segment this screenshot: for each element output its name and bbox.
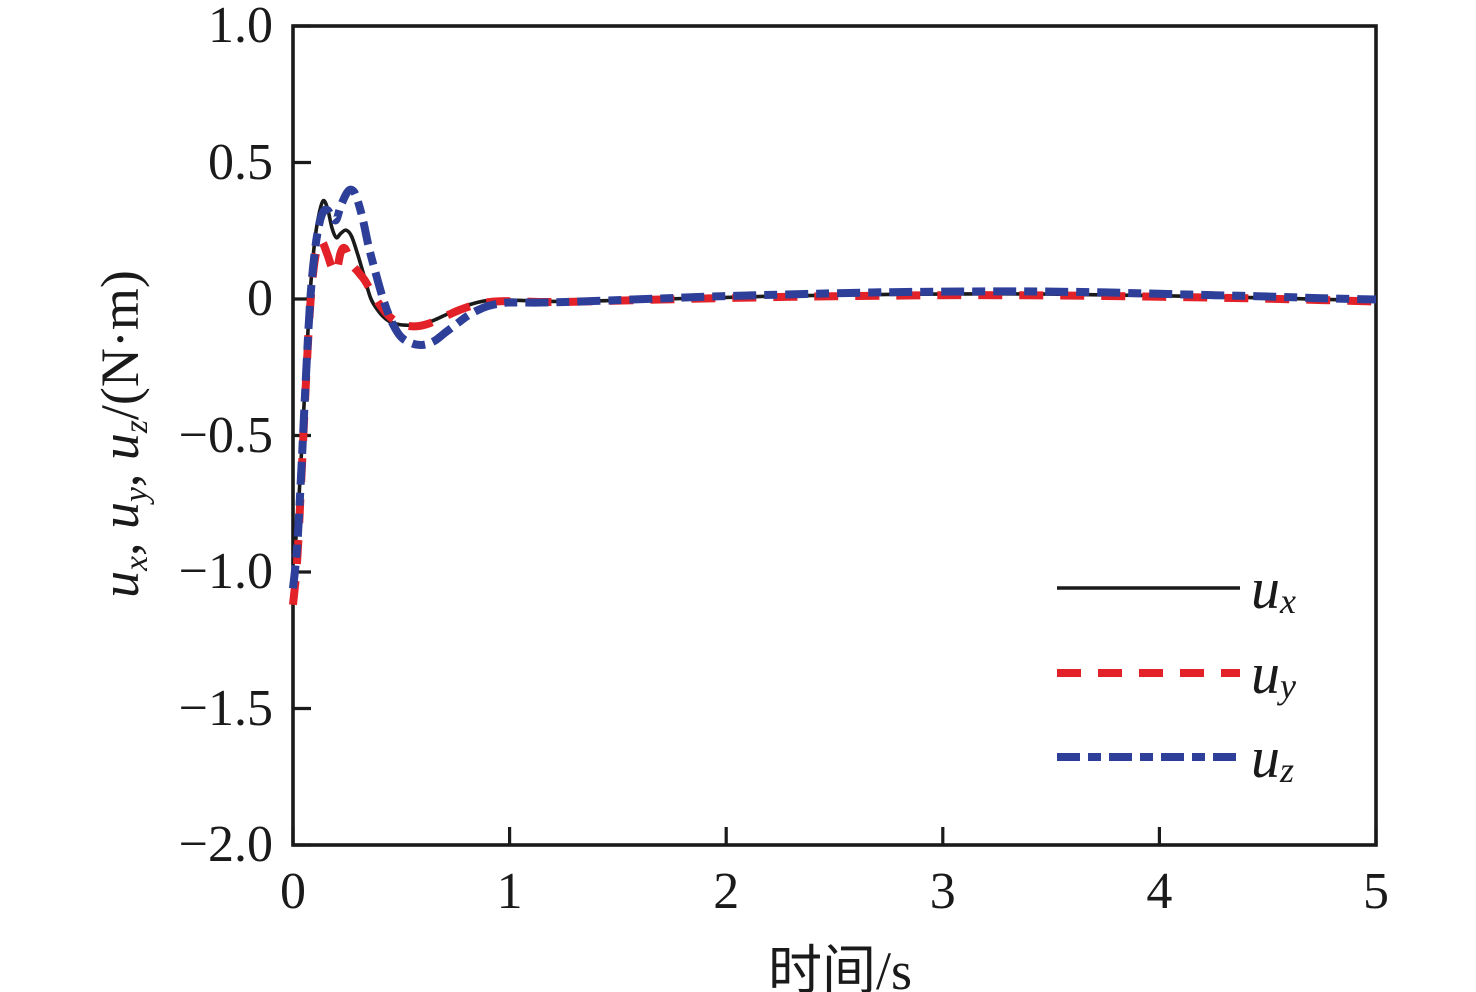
y-tick-label-−1.5: −1.5: [178, 679, 273, 737]
series-u_x-line: [291, 198, 1377, 564]
x-tick-label-0: 0: [280, 863, 306, 920]
x-tick-label-1: 1: [496, 863, 523, 920]
legend-symbol-uy: u: [1251, 640, 1280, 706]
y-tick-label-−1.0: −1.0: [178, 543, 273, 600]
x-axis-title: 时间/s: [767, 941, 913, 992]
y-tick-label-0: 0: [247, 270, 273, 327]
x-tick-label-5: 5: [1363, 863, 1389, 920]
x-tick-label-4: 4: [1146, 863, 1173, 920]
legend-symbol-uz: u: [1251, 724, 1280, 790]
y-tick-label-0.5: 0.5: [208, 133, 273, 191]
legend-subscript-y: y: [1280, 665, 1296, 706]
series-u_z-line: [289, 185, 1377, 589]
legend-symbol-ux: u: [1251, 555, 1280, 621]
y-axis-symbol-uy: u: [90, 502, 150, 529]
x-tick-label-3: 3: [929, 863, 956, 920]
legend-subscript-x: x: [1280, 580, 1296, 621]
y-tick-label-1.0: 1.0: [208, 0, 273, 54]
y-tick-label-−2.0: −2.0: [178, 816, 273, 873]
y-axis-subscript-y: y: [118, 487, 156, 502]
plot-frame: [291, 24, 1378, 847]
x-tick-label-2: 2: [713, 863, 740, 920]
y-tick-label-−0.5: −0.5: [178, 406, 273, 464]
legend-subscript-z: z: [1280, 749, 1294, 790]
